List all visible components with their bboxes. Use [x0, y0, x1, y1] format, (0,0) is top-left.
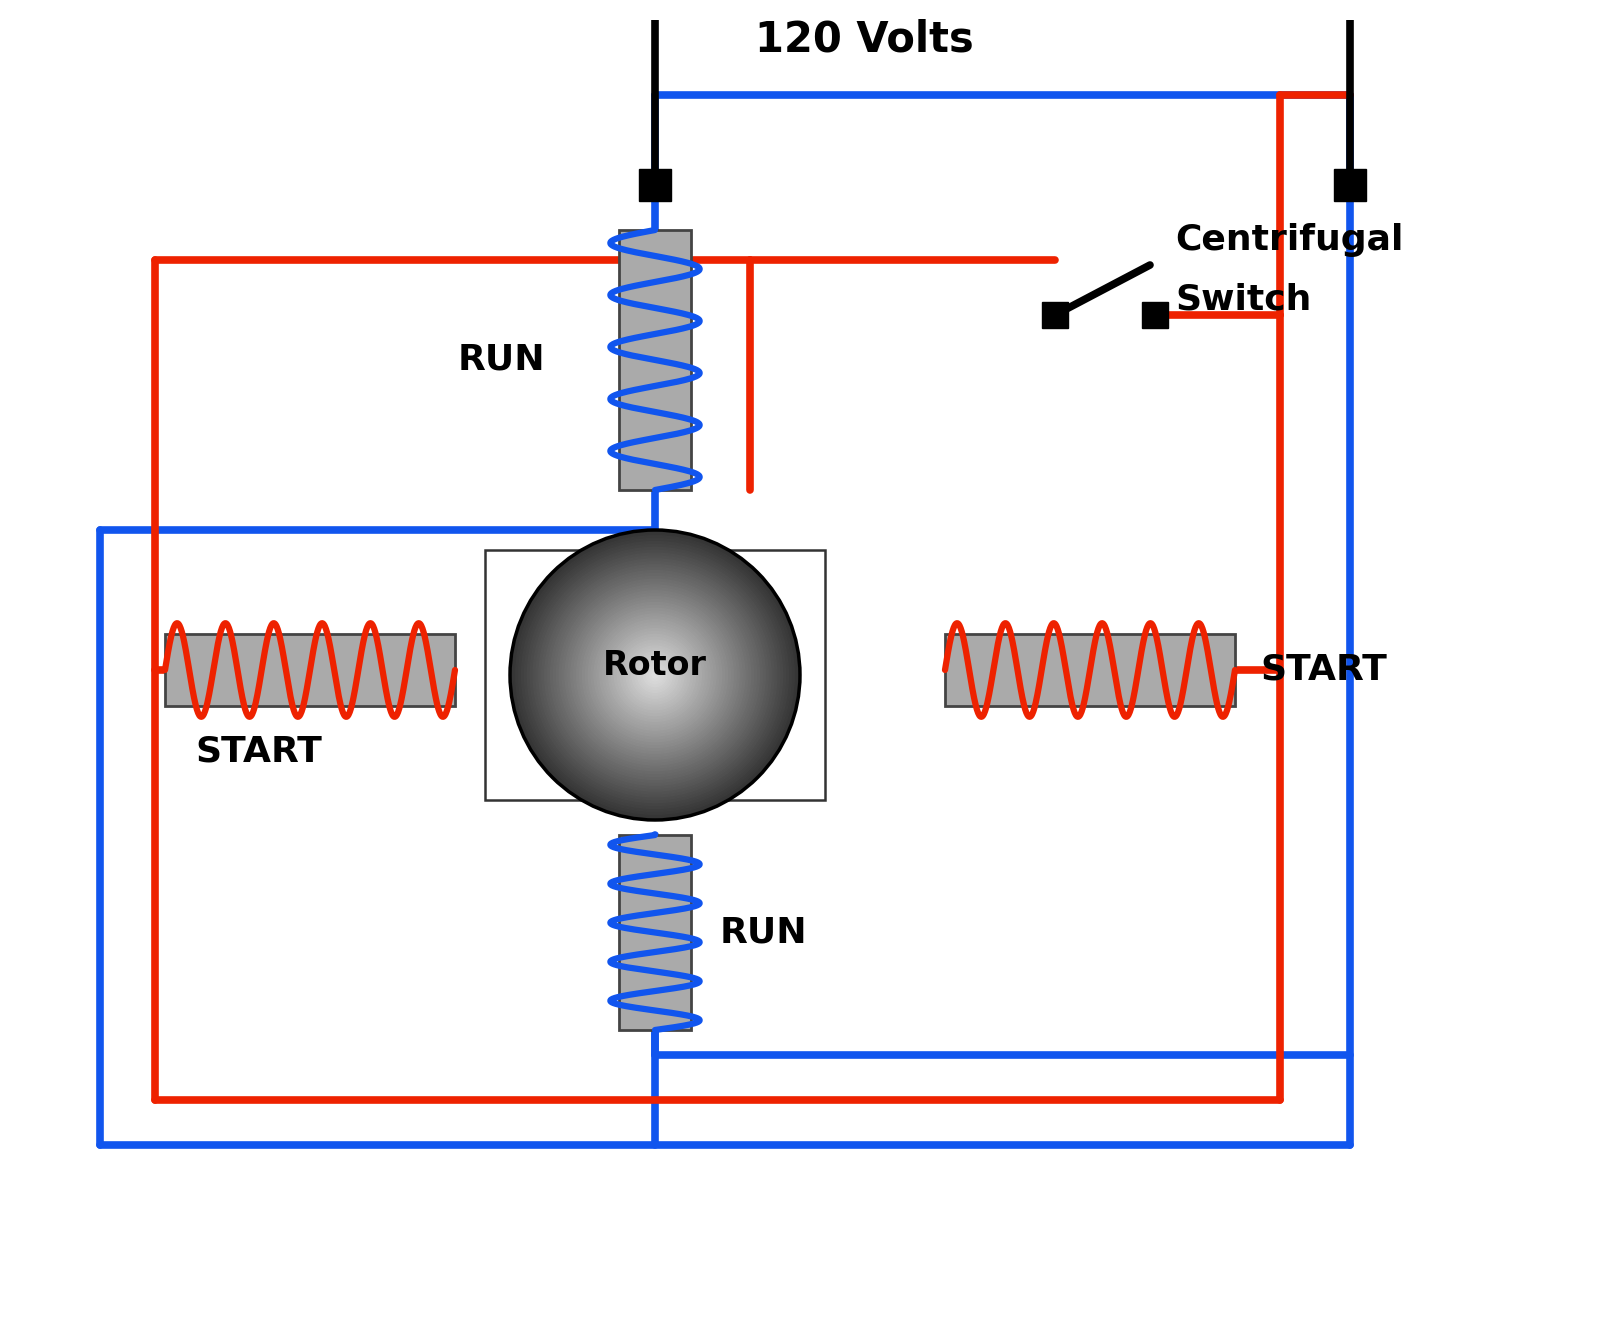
Text: Centrifugal: Centrifugal — [1174, 223, 1403, 258]
Circle shape — [514, 533, 797, 817]
Circle shape — [621, 641, 690, 710]
Text: RUN: RUN — [458, 343, 546, 376]
Circle shape — [528, 547, 782, 802]
Circle shape — [560, 579, 750, 770]
Text: START: START — [195, 736, 322, 769]
Bar — [619, 230, 691, 490]
Text: 120 Volts: 120 Volts — [755, 19, 974, 61]
Text: RUN: RUN — [720, 916, 808, 949]
Circle shape — [576, 597, 733, 753]
Circle shape — [637, 658, 672, 693]
Bar — [619, 834, 691, 1031]
Circle shape — [603, 623, 707, 728]
Circle shape — [600, 619, 710, 730]
Circle shape — [586, 605, 725, 745]
Circle shape — [640, 661, 669, 689]
Circle shape — [518, 539, 792, 812]
Circle shape — [544, 565, 765, 785]
Circle shape — [562, 582, 747, 768]
Circle shape — [530, 550, 779, 800]
Circle shape — [565, 585, 746, 765]
Bar — [638, 170, 670, 202]
Circle shape — [574, 594, 736, 756]
Bar — [1334, 170, 1366, 202]
Circle shape — [632, 651, 678, 698]
Circle shape — [611, 631, 699, 718]
Circle shape — [554, 574, 757, 777]
Circle shape — [533, 553, 778, 797]
Circle shape — [568, 587, 742, 762]
Circle shape — [643, 663, 667, 686]
Circle shape — [622, 643, 686, 708]
Circle shape — [629, 649, 682, 701]
Bar — [946, 634, 1235, 706]
Circle shape — [571, 591, 739, 760]
Text: Rotor: Rotor — [603, 649, 707, 681]
Circle shape — [547, 567, 762, 782]
Circle shape — [592, 611, 718, 738]
Circle shape — [646, 666, 664, 684]
Circle shape — [510, 530, 800, 820]
Bar — [485, 550, 826, 800]
Circle shape — [626, 646, 685, 704]
Circle shape — [542, 562, 768, 788]
Circle shape — [582, 602, 728, 748]
Circle shape — [635, 654, 675, 696]
Circle shape — [608, 629, 701, 721]
Circle shape — [550, 570, 760, 780]
Text: START: START — [1261, 653, 1387, 688]
Text: Switch: Switch — [1174, 283, 1312, 316]
Circle shape — [597, 617, 714, 733]
Circle shape — [515, 535, 794, 814]
Bar — [1142, 302, 1168, 328]
Bar — [1042, 302, 1069, 328]
Circle shape — [606, 626, 704, 725]
Circle shape — [618, 637, 693, 713]
Circle shape — [536, 557, 774, 794]
Circle shape — [614, 634, 696, 716]
Circle shape — [557, 577, 754, 773]
Circle shape — [522, 542, 789, 809]
Circle shape — [539, 559, 771, 792]
Circle shape — [525, 545, 786, 805]
Circle shape — [650, 669, 661, 681]
Circle shape — [579, 599, 731, 750]
Circle shape — [589, 609, 722, 742]
Bar — [165, 634, 454, 706]
Circle shape — [594, 614, 715, 736]
Circle shape — [653, 672, 658, 678]
